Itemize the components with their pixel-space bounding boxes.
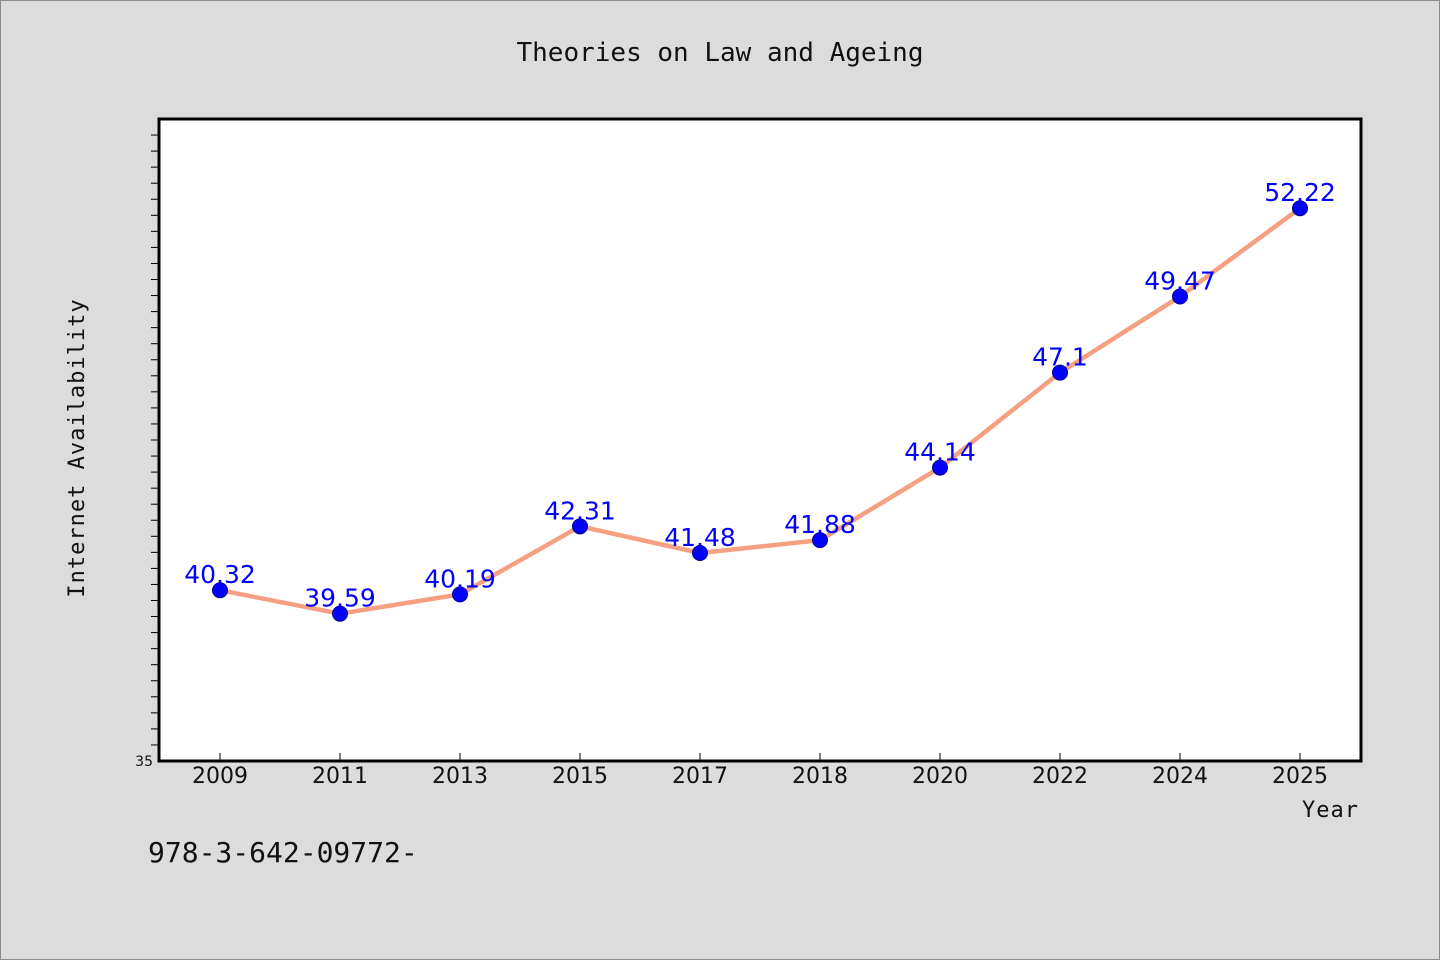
markers-group [212, 200, 1308, 622]
data-label: 52.22 [1264, 178, 1336, 207]
x-tick-label: 2009 [192, 764, 248, 789]
chart-title: Theories on Law and Ageing [517, 38, 924, 68]
data-label: 44.14 [904, 438, 976, 467]
data-label: 41.88 [784, 510, 856, 539]
data-point-marker [452, 586, 468, 603]
footer-isbn-text: 978-3-642-09772- [148, 836, 418, 869]
data-point-marker [932, 459, 948, 476]
data-point-marker [1172, 288, 1188, 305]
y-tick-label: 35 [135, 754, 153, 770]
data-point-marker [212, 582, 228, 599]
x-axis-label: Year [1302, 798, 1359, 823]
x-tick-label: 2017 [672, 764, 728, 789]
data-label: 40.32 [184, 560, 256, 589]
series-line-group [217, 205, 1303, 616]
data-label: 47.1 [1032, 343, 1088, 372]
x-tick-label: 2025 [1272, 764, 1328, 789]
data-point-marker [692, 544, 708, 561]
data-point-marker [1052, 364, 1068, 381]
data-label: 42.31 [544, 496, 616, 525]
data-point-marker [1292, 200, 1308, 217]
x-tick-label: 2020 [912, 764, 968, 789]
x-tick-label: 2011 [312, 764, 368, 789]
x-tick-label: 2024 [1152, 764, 1208, 789]
data-labels-group: 40.32 39.59 40.19 42.31 41.48 41.88 44.14 47.1 4… [184, 178, 1336, 612]
x-tick-label: 2022 [1032, 764, 1088, 789]
series-line [217, 205, 1303, 616]
data-label: 40.19 [424, 564, 496, 593]
x-tick-label: 2015 [552, 764, 608, 789]
data-label: 49.47 [1144, 267, 1216, 296]
data-label: 41.48 [664, 523, 736, 552]
x-axis-ticks: 2009 2011 2013 2015 2017 2018 2020 2022 2024 2025 [192, 753, 1328, 789]
x-tick-label: 2013 [432, 764, 488, 789]
data-point-marker [572, 518, 588, 535]
plot-area [157, 117, 1363, 763]
x-tick-label: 2018 [792, 764, 848, 789]
data-point-marker [812, 532, 828, 549]
data-point-marker [332, 605, 348, 622]
y-axis-label: Internet Availability [65, 298, 90, 597]
data-label: 39.59 [304, 584, 376, 613]
y-axis-ticks: 35 [135, 134, 159, 770]
